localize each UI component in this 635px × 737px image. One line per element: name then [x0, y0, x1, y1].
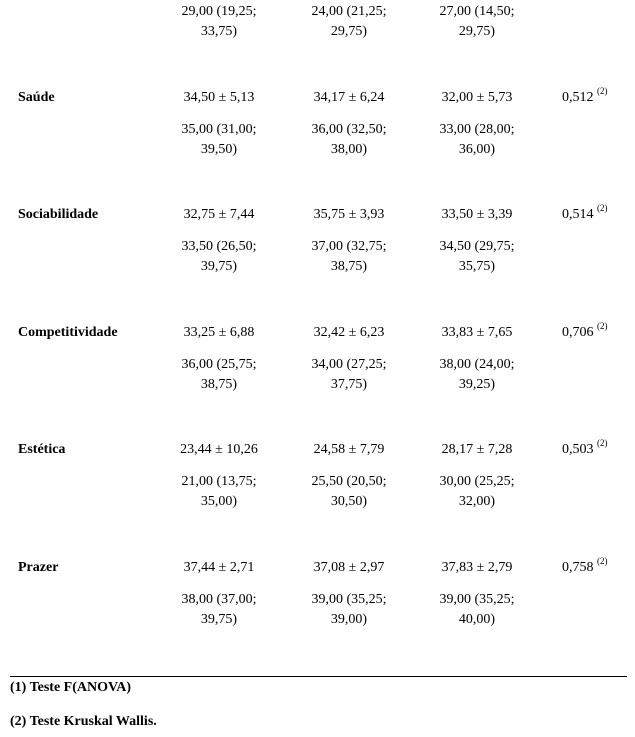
- row-saude-p-value: 0,512 (2): [562, 86, 608, 105]
- row-competitividade-c2-median: 34,00 (27,25; 37,75): [311, 357, 387, 392]
- row-label-estetica: Estética: [18, 442, 66, 457]
- row-saude-c1-median: 35,00 (31,00; 39,50): [181, 122, 257, 157]
- row-label-prazer: Prazer: [18, 560, 59, 575]
- footnote-ref: (2): [597, 438, 608, 448]
- footnote-ref: (2): [597, 86, 608, 96]
- table-bottom-rule: [10, 676, 627, 677]
- footnote-ref: (2): [597, 203, 608, 213]
- footnote-ref: (2): [597, 556, 608, 566]
- row-estetica-c1-median: 21,00 (13,75; 35,00): [181, 474, 257, 509]
- footnote-ref: (2): [597, 321, 608, 331]
- row-competitividade-c3-median: 38,00 (24,00; 39,25): [439, 357, 515, 392]
- footnote-2: (2) Teste Kruskal Wallis.: [10, 714, 157, 729]
- row-sociabilidade-c2-median: 37,00 (32,75; 38,75): [311, 239, 387, 274]
- top-c3-median: 27,00 (14,50; 29,75): [439, 4, 515, 39]
- row-sociabilidade-c2-mean: 35,75 ± 3,93: [313, 207, 385, 222]
- row-sociabilidade-c3-mean: 33,50 ± 3,39: [441, 207, 513, 222]
- row-saude-c2-mean: 34,17 ± 6,24: [313, 90, 385, 105]
- row-prazer-c2-mean: 37,08 ± 2,97: [313, 560, 385, 575]
- row-estetica-c3-mean: 28,17 ± 7,28: [441, 442, 513, 457]
- row-sociabilidade-c1-median: 33,50 (26,50; 39,75): [181, 239, 257, 274]
- row-label-competitividade: Competitividade: [18, 325, 118, 340]
- row-competitividade-c1-mean: 33,25 ± 6,88: [183, 325, 255, 340]
- row-competitividade-p-value: 0,706 (2): [562, 321, 608, 340]
- row-competitividade-c1-median: 36,00 (25,75; 38,75): [181, 357, 257, 392]
- top-c1-median: 29,00 (19,25; 33,75): [181, 4, 257, 39]
- row-prazer-p-value: 0,758 (2): [562, 556, 608, 575]
- row-prazer-c2-median: 39,00 (35,25; 39,00): [311, 592, 387, 627]
- row-saude-c2-median: 36,00 (32,50; 38,00): [311, 122, 387, 157]
- row-label-sociabilidade: Sociabilidade: [18, 207, 99, 222]
- row-saude-c3-mean: 32,00 ± 5,73: [441, 90, 513, 105]
- footnote-1: (1) Teste F(ANOVA): [10, 680, 132, 695]
- row-estetica-p-value: 0,503 (2): [562, 438, 608, 457]
- row-sociabilidade-p-value: 0,514 (2): [562, 203, 608, 222]
- row-sociabilidade-c3-median: 34,50 (29,75; 35,75): [439, 239, 515, 274]
- row-prazer-c3-median: 39,00 (35,25; 40,00): [439, 592, 515, 627]
- row-prazer-c1-mean: 37,44 ± 2,71: [183, 560, 255, 575]
- row-estetica-c1-mean: 23,44 ± 10,26: [180, 442, 258, 457]
- top-c2-median: 24,00 (21,25; 29,75): [311, 4, 387, 39]
- row-estetica-c3-median: 30,00 (25,25; 32,00): [439, 474, 515, 509]
- row-estetica-c2-median: 25,50 (20,50; 30,50): [311, 474, 387, 509]
- row-sociabilidade-c1-mean: 32,75 ± 7,44: [183, 207, 255, 222]
- row-estetica-c2-mean: 24,58 ± 7,79: [313, 442, 385, 457]
- row-competitividade-c2-mean: 32,42 ± 6,23: [313, 325, 385, 340]
- row-label-saude: Saúde: [18, 90, 55, 105]
- row-prazer-c1-median: 38,00 (37,00; 39,75): [181, 592, 257, 627]
- row-competitividade-c3-mean: 33,83 ± 7,65: [441, 325, 513, 340]
- row-saude-c3-median: 33,00 (28,00; 36,00): [439, 122, 515, 157]
- row-saude-c1-mean: 34,50 ± 5,13: [183, 90, 255, 105]
- row-prazer-c3-mean: 37,83 ± 2,79: [441, 560, 513, 575]
